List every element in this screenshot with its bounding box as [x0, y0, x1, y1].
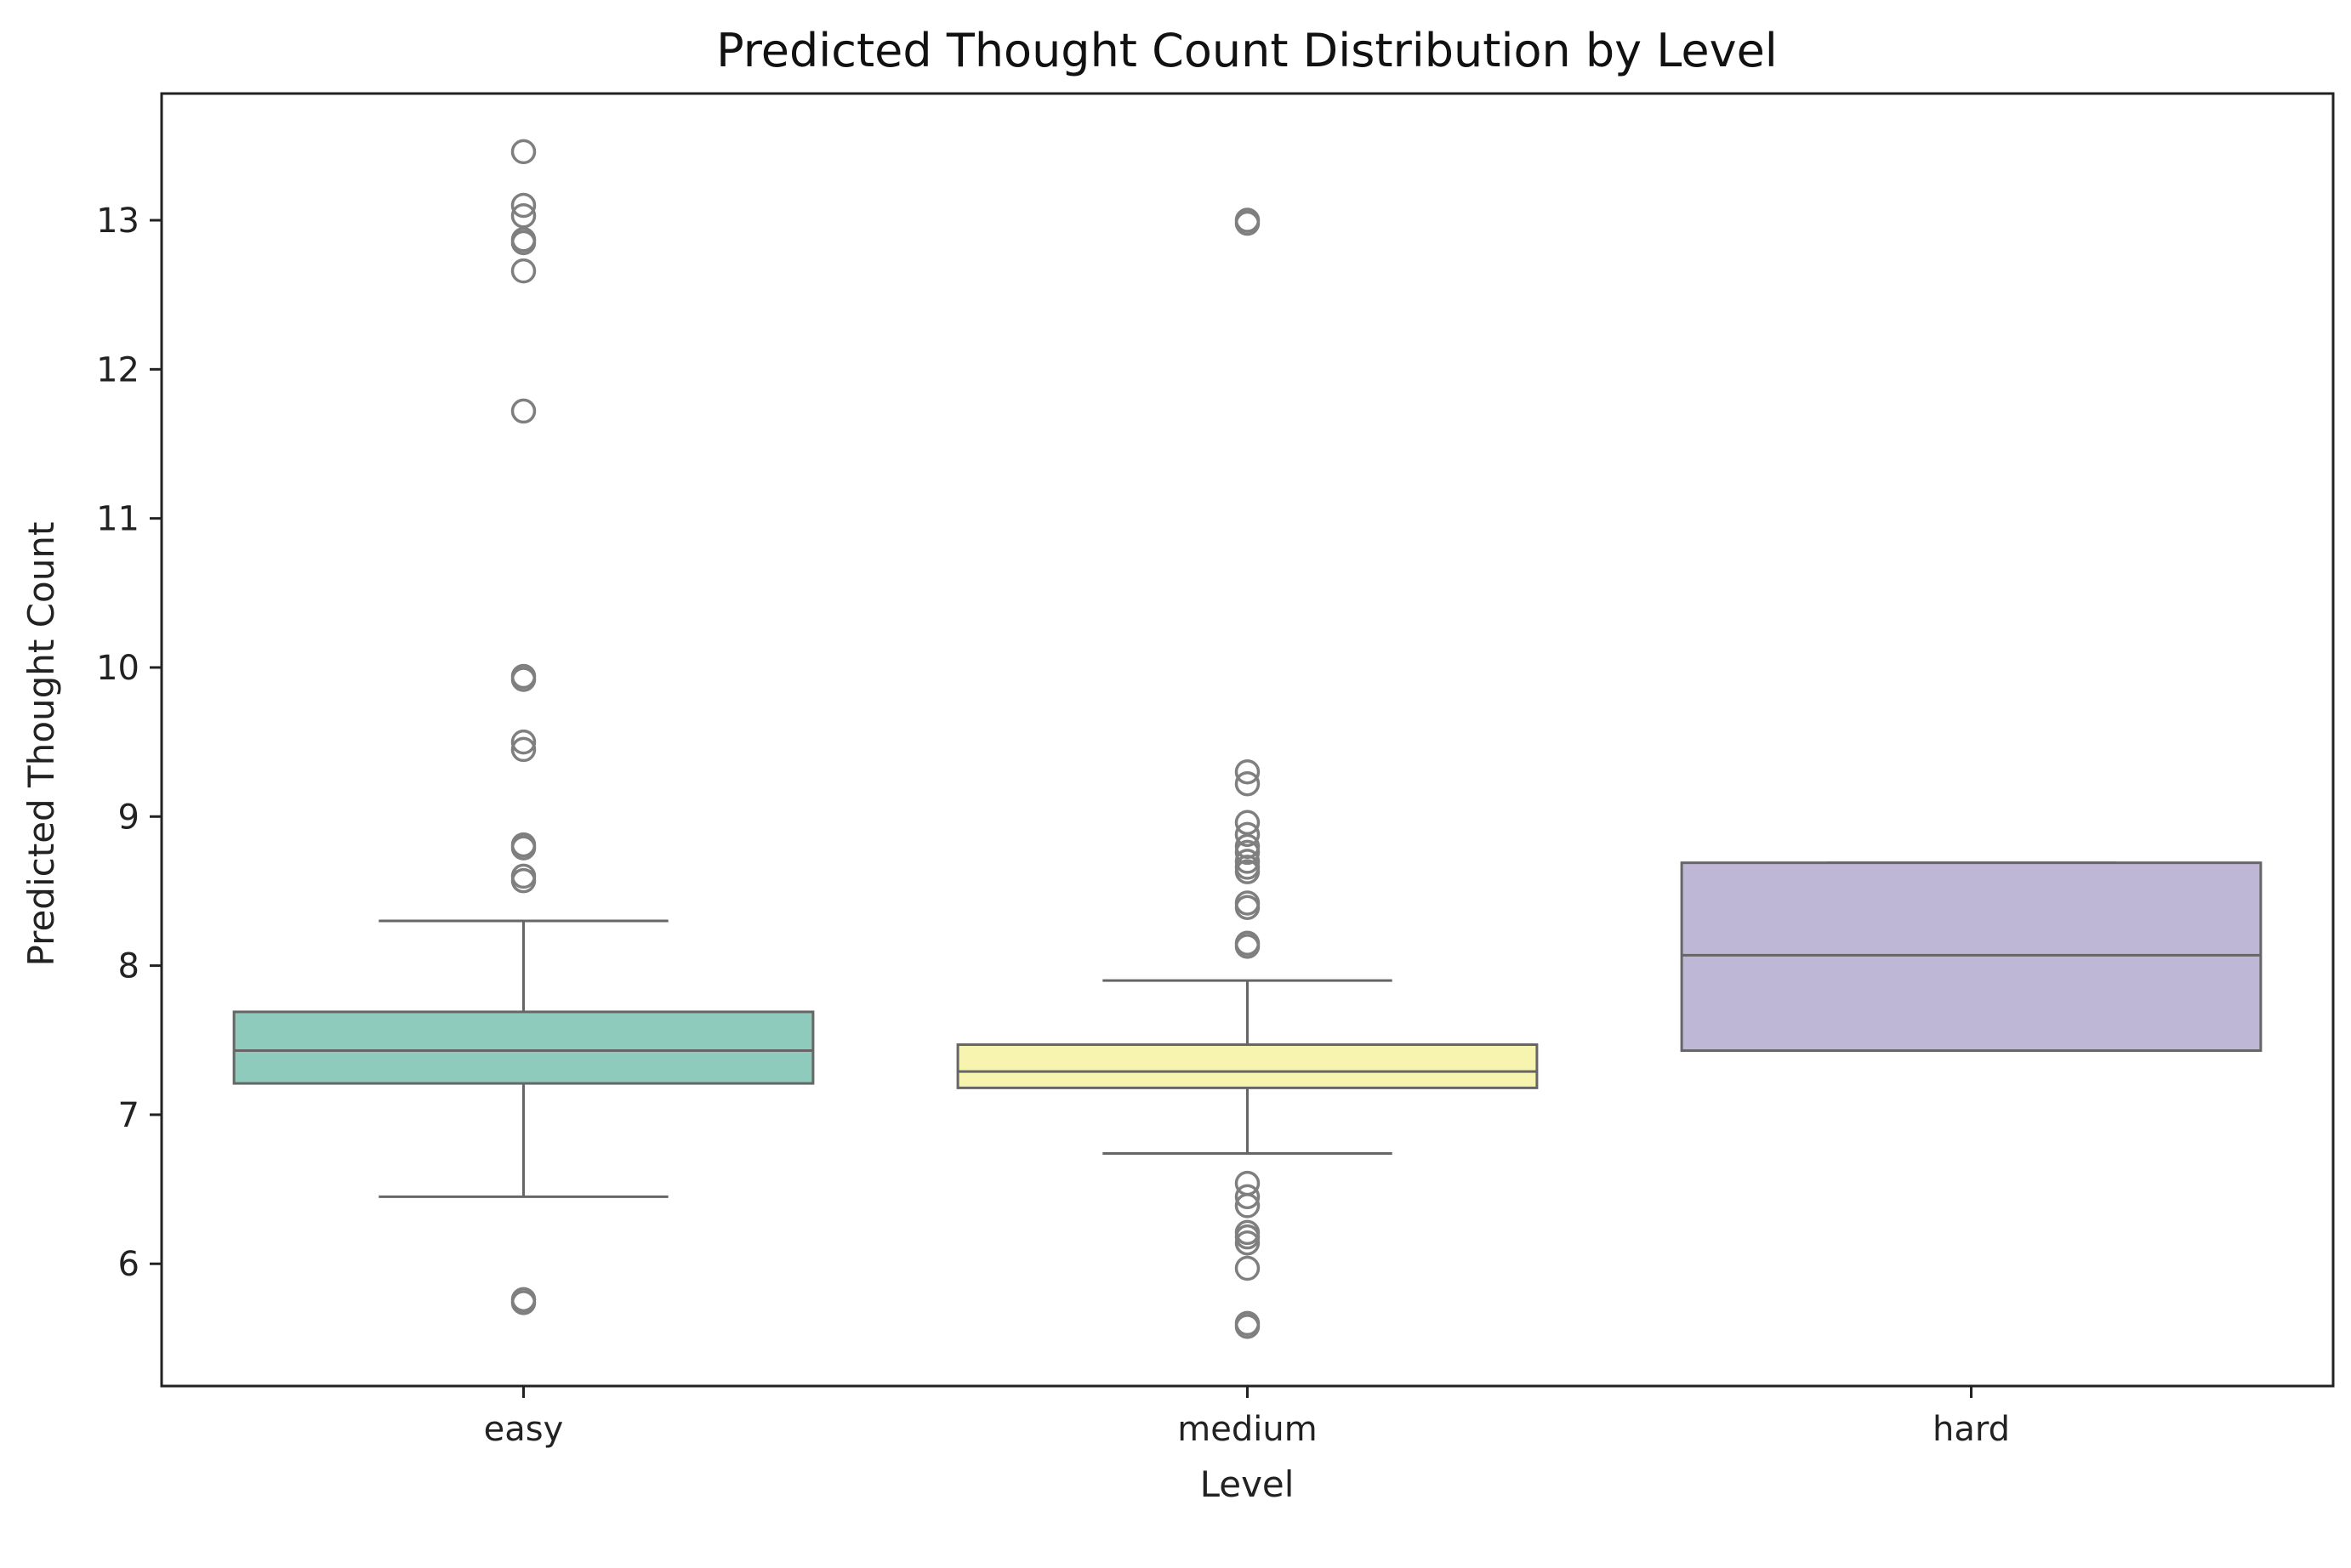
outlier-point-medium: [1234, 1255, 1261, 1281]
outlier-point-medium: [1234, 895, 1261, 920]
y-tick-label: 11: [96, 500, 139, 539]
outlier-point-medium: [1234, 758, 1261, 785]
outlier-point-easy: [510, 230, 537, 256]
y-axis-label: Predicted Thought Count: [20, 522, 62, 967]
x-tick-label-easy: easy: [484, 1410, 564, 1449]
outlier-point-medium: [1234, 859, 1261, 884]
outlier-point-medium: [1234, 839, 1261, 866]
outlier-point-medium: [1234, 1224, 1261, 1250]
outlier-point-easy: [510, 398, 537, 424]
x-tick-label-medium: medium: [1177, 1410, 1317, 1449]
outlier-point-easy: [510, 258, 537, 284]
x-tick-label-hard: hard: [1933, 1410, 2010, 1449]
outlier-point-easy: [510, 867, 537, 894]
outlier-point-medium: [1234, 1184, 1261, 1210]
outlier-point-medium: [1234, 934, 1261, 959]
outlier-point-medium: [1234, 1193, 1261, 1219]
outlier-point-easy: [510, 192, 537, 219]
outlier-point-medium: [1234, 770, 1261, 797]
outlier-point-easy: [510, 835, 537, 861]
y-tick-label: 12: [96, 350, 139, 389]
outlier-point-medium: [1234, 1230, 1261, 1256]
box-body-hard: [1680, 861, 2263, 1053]
y-tick-label: 6: [118, 1245, 139, 1284]
chart-title: Predicted Thought Count Distribution by …: [716, 24, 1778, 77]
y-tick-label: 13: [96, 202, 139, 241]
plot-frame: [160, 92, 2335, 1388]
outlier-point-medium: [1234, 1314, 1261, 1339]
y-tick-label: 10: [96, 649, 139, 688]
box-body-easy: [232, 1010, 815, 1085]
outlier-point-medium: [1234, 849, 1261, 874]
y-tick-label: 7: [118, 1096, 139, 1135]
box-hard: [1680, 861, 2263, 1053]
box-body-medium: [956, 1043, 1539, 1089]
outlier-point-easy: [510, 203, 537, 229]
outlier-point-medium: [1234, 810, 1261, 836]
outlier-point-easy: [510, 1290, 537, 1315]
y-tick-label: 9: [118, 798, 139, 837]
outlier-point-medium: [1234, 821, 1261, 848]
outlier-point-easy: [510, 667, 537, 692]
x-axis-label: Level: [1200, 1463, 1295, 1505]
box-medium: [956, 207, 1539, 1339]
outlier-point-easy: [510, 736, 537, 763]
box-easy: [232, 139, 815, 1315]
outlier-point-easy: [510, 139, 537, 165]
y-tick-label: 8: [118, 947, 139, 986]
plot-area: 6 7 8 9 10 11 12 13 easy medium hard: [96, 92, 2335, 1449]
outlier-point-easy: [510, 729, 537, 755]
outlier-point-medium: [1234, 210, 1261, 236]
